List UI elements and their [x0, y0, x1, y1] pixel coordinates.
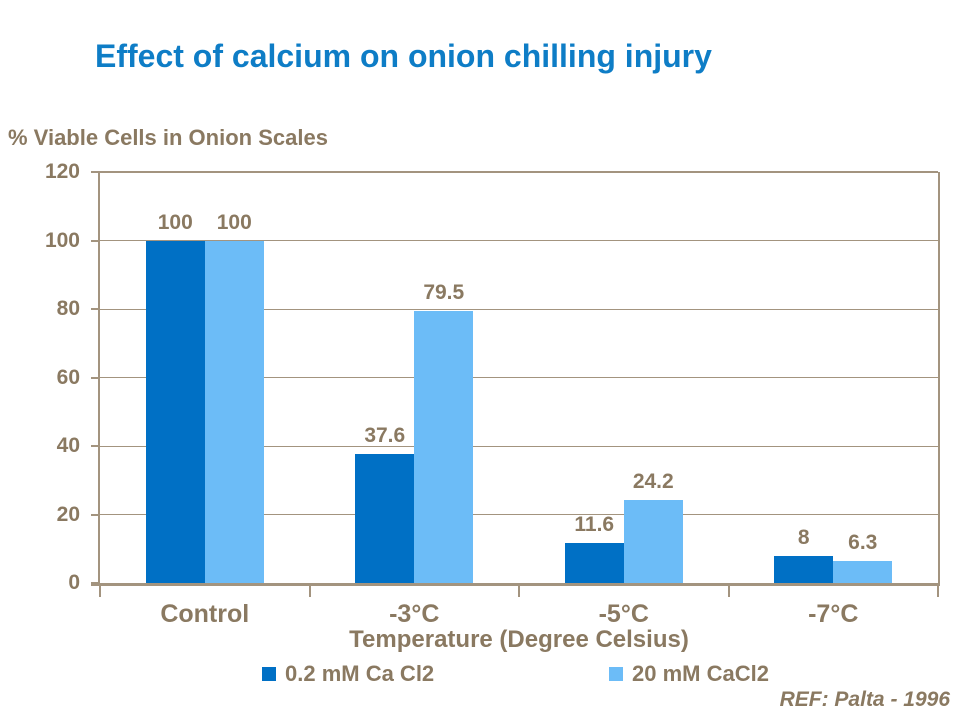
legend-item-series2: 20 mM CaCl2: [609, 660, 769, 688]
x-axis-line: [91, 583, 940, 586]
legend-swatch-series2: [609, 667, 623, 681]
bar-value-label: 6.3: [848, 531, 878, 555]
y-axis-caption: % Viable Cells in Onion Scales: [8, 125, 328, 150]
bar-value-label: 11.6: [574, 513, 615, 537]
gridline: [100, 514, 938, 515]
y-tick-mark: [91, 239, 100, 242]
y-tick-mark: [91, 513, 100, 516]
legend: 0.2 mM Ca Cl2 20 mM CaCl2: [0, 660, 960, 688]
y-tick-label: 40: [56, 434, 80, 457]
y-tick-label: 80: [56, 297, 80, 320]
gridline: [100, 240, 938, 241]
x-axis-title: Temperature (Degree Celsius): [349, 626, 689, 653]
x-category-label: -5°C: [598, 600, 649, 628]
y-axis-line: [98, 172, 100, 586]
y-tick-mark: [91, 308, 100, 310]
reference-citation: REF: Palta - 1996: [779, 688, 950, 711]
x-tick-mark: [99, 586, 101, 597]
y-tick-label: 60: [56, 365, 80, 389]
plot-right-border: [938, 172, 940, 586]
gridline-top: [100, 171, 938, 173]
bar-series2: [833, 561, 893, 583]
bar-value-label: 37.6: [364, 424, 406, 448]
bar-series2: [414, 310, 474, 583]
bar-value-label: 100: [216, 210, 252, 234]
legend-label-series2: 20 mM CaCl2: [632, 661, 769, 686]
y-tick-mark: [91, 171, 100, 173]
legend-item-series1: 0.2 mM Ca Cl2: [262, 660, 434, 688]
bar-series1: [355, 454, 415, 583]
x-tick-mark: [518, 586, 520, 597]
bar-series1: [145, 240, 205, 583]
x-category-label: -3°C: [389, 600, 440, 628]
y-tick-label: 100: [44, 228, 80, 252]
y-tick-mark: [91, 445, 100, 447]
y-tick-label: 20: [56, 502, 80, 526]
legend-swatch-series1: [262, 667, 276, 681]
x-category-label: -7°C: [808, 600, 859, 628]
chart-title: Effect of calcium on onion chilling inju…: [95, 38, 712, 74]
y-tick-label: 0: [68, 571, 80, 594]
bar-series2: [204, 240, 264, 583]
legend-label-series1: 0.2 mM Ca Cl2: [285, 661, 435, 686]
bar-series1: [564, 543, 624, 583]
bar-value-label: 79.5: [423, 280, 465, 304]
gridline: [100, 308, 938, 310]
bar-value-label: 8: [797, 525, 810, 549]
gridline: [100, 377, 938, 378]
bar-series1: [774, 555, 834, 583]
bar-value-label: 100: [157, 210, 193, 234]
y-tick-label: 120: [44, 160, 80, 183]
bar-value-label: 24.2: [632, 470, 674, 494]
gridline: [100, 445, 938, 447]
y-tick-mark: [91, 376, 100, 379]
x-tick-mark: [937, 586, 939, 597]
bar-series2: [623, 500, 683, 583]
x-tick-mark: [727, 586, 730, 597]
x-category-label: Control: [160, 600, 250, 628]
x-tick-mark: [308, 586, 311, 597]
